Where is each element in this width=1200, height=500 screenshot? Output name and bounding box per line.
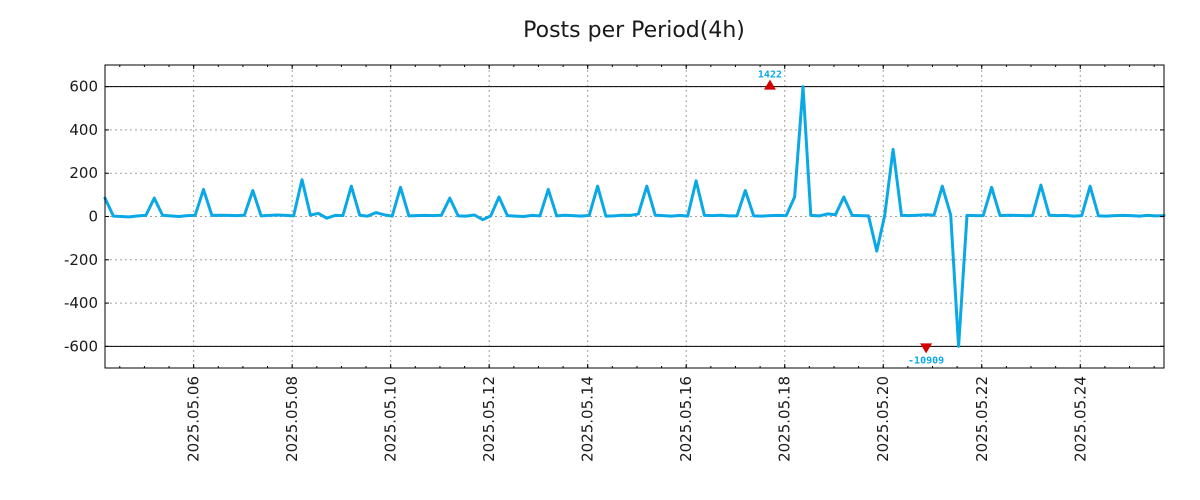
- x-tick-label: 2025.05.22: [973, 376, 991, 462]
- x-tick-label: 2025.05.12: [480, 376, 498, 462]
- min-label: -10909: [908, 355, 944, 366]
- y-tick-label: -600: [64, 337, 98, 355]
- y-tick-label: 600: [69, 78, 98, 96]
- series-layer: [103, 85, 1166, 348]
- max-label: 1422: [758, 70, 782, 81]
- x-tick-label: 2025.05.06: [185, 376, 203, 462]
- reference-lines: [105, 86, 1164, 347]
- chart-title: Posts per Period(4h): [523, 18, 745, 43]
- min-marker: [920, 343, 933, 354]
- y-tick-label: 200: [69, 164, 98, 182]
- y-tick-label: -400: [64, 294, 98, 312]
- x-tick-label: 2025.05.10: [382, 376, 400, 462]
- x-tick-label: 2025.05.16: [677, 376, 695, 462]
- x-tick-label: 2025.05.24: [1071, 376, 1089, 462]
- series-line: [103, 85, 1166, 348]
- x-tick-label: 2025.05.18: [776, 376, 794, 462]
- x-tick-label: 2025.05.20: [874, 376, 892, 462]
- plot-frame: [104, 64, 1165, 369]
- annotations: 1422 -10909: [758, 70, 944, 367]
- x-tick-label: 2025.05.14: [579, 376, 597, 462]
- y-tick-label: 400: [69, 121, 98, 139]
- y-tick-label: -200: [64, 251, 98, 269]
- y-tick-label: 0: [88, 208, 98, 226]
- max-marker: [763, 79, 776, 90]
- x-tick-label: 2025.05.08: [283, 376, 301, 462]
- axes: 600 400 200 0 -200 -400 -600 2025.05.06 2025.05.…: [64, 65, 1164, 462]
